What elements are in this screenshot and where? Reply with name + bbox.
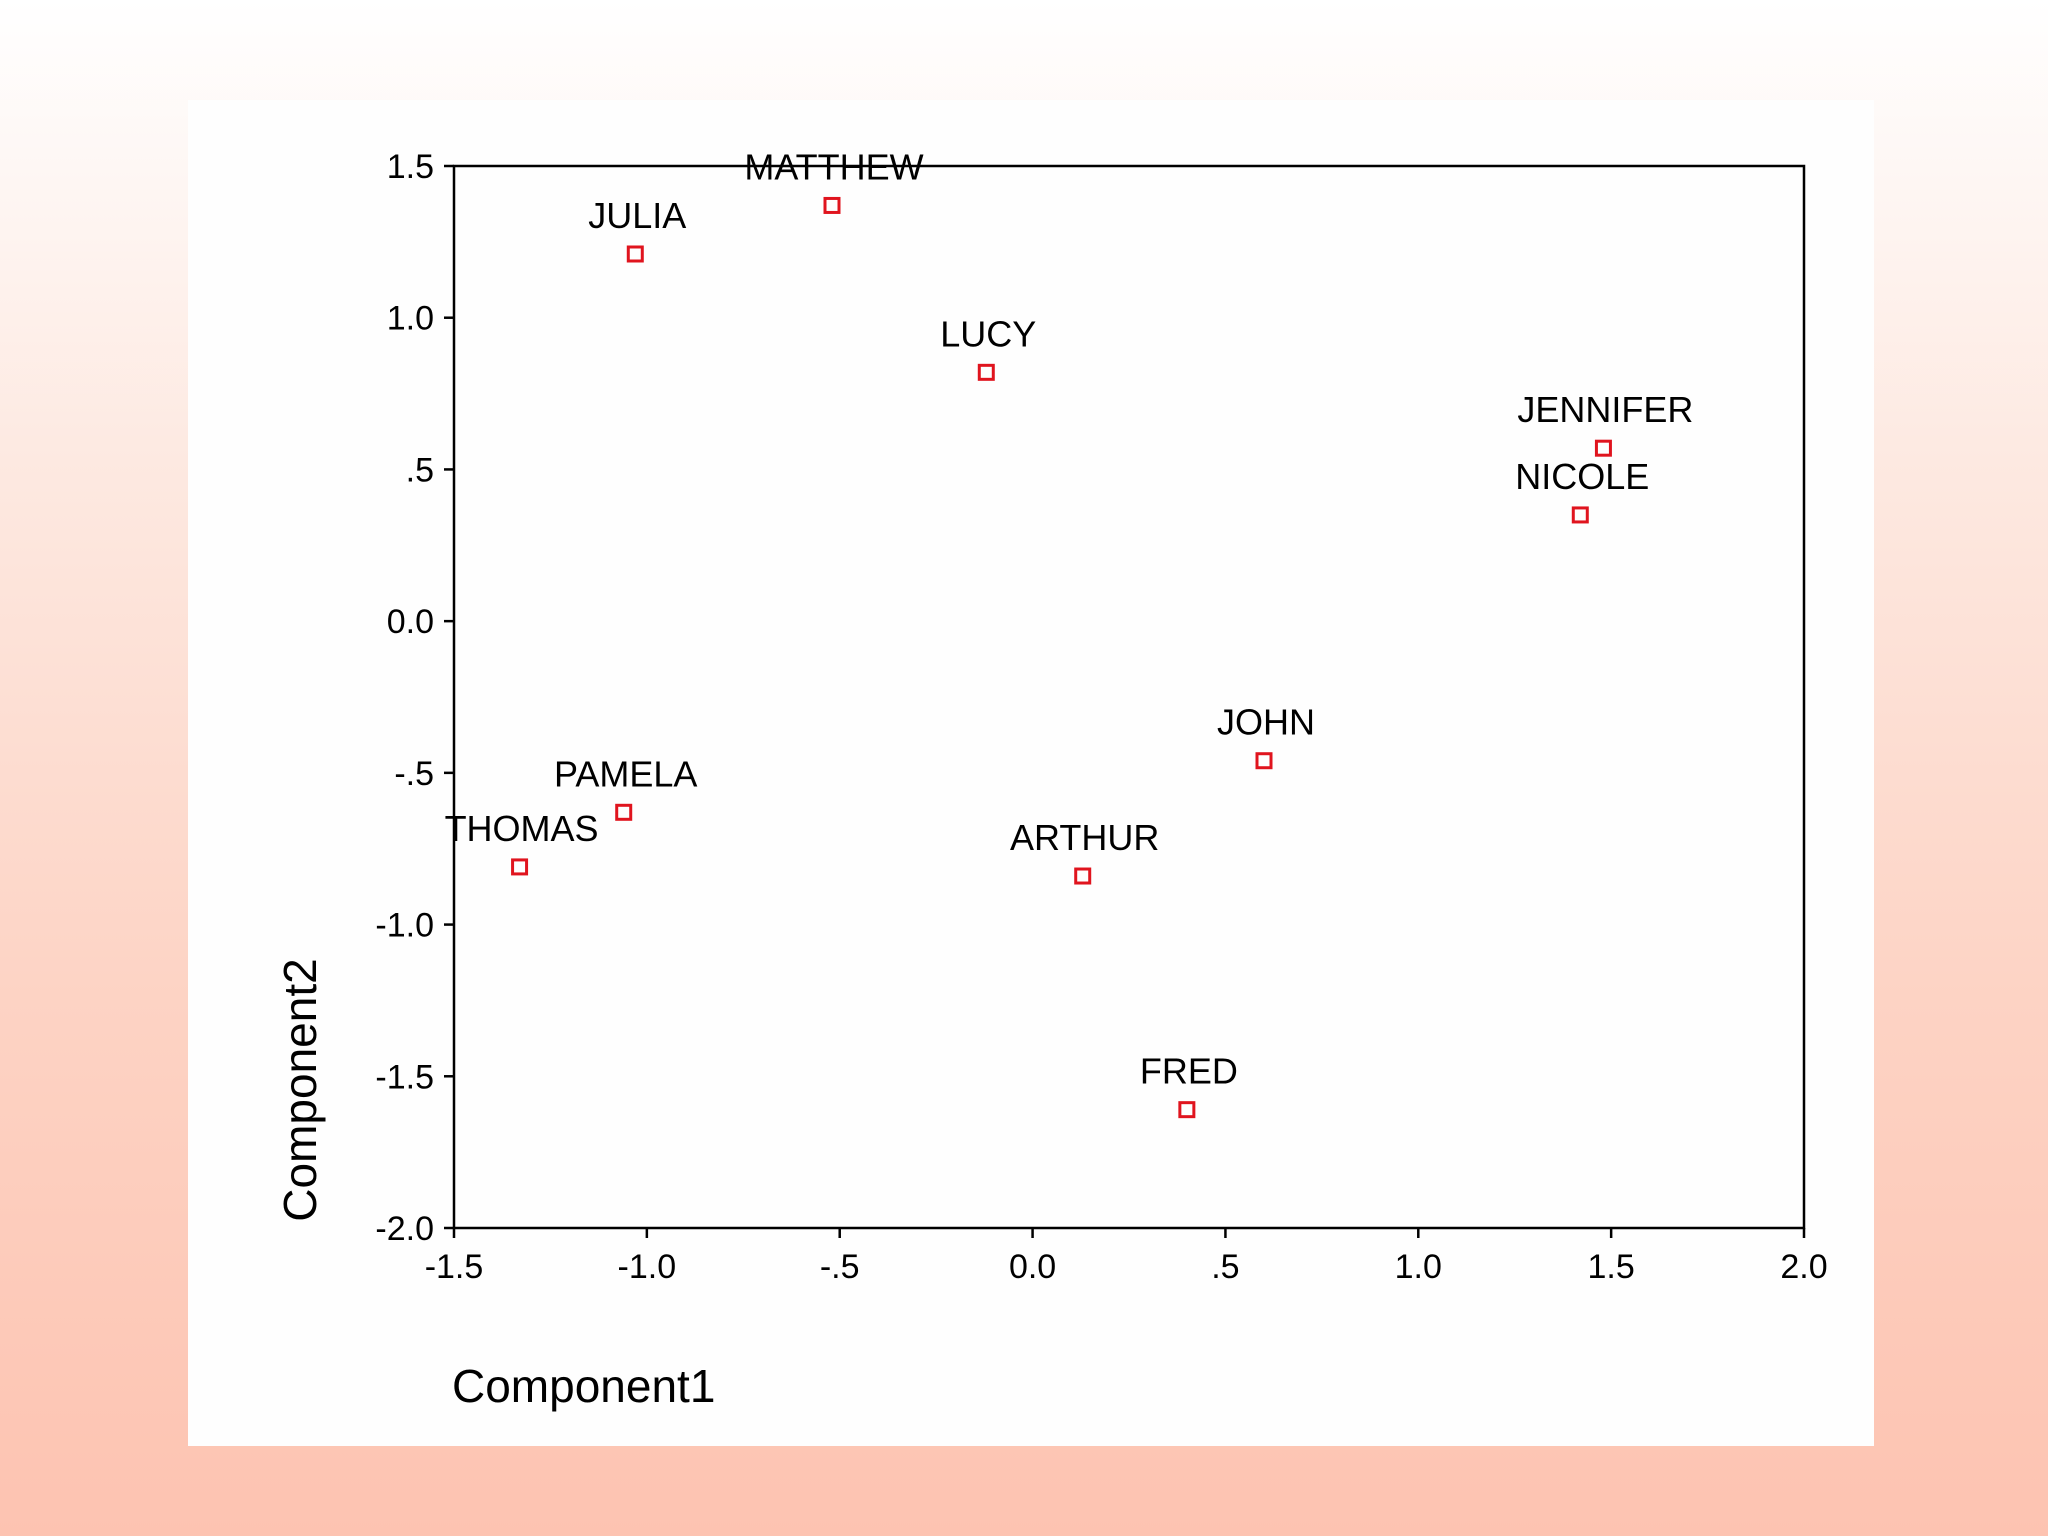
- point-marker: [511, 858, 529, 876]
- point-label: FRED: [1140, 1051, 1238, 1092]
- y-tick-label: 1.0: [387, 300, 434, 338]
- point-marker: [626, 245, 644, 263]
- y-tick-label: .5: [406, 451, 434, 489]
- point-label: JOHN: [1217, 702, 1315, 743]
- x-axis: -1.5 -1.0 -.5 0.0 .5 1.0 1.5 2.0: [425, 1228, 1828, 1286]
- x-tick-label: 0.0: [1009, 1248, 1056, 1286]
- y-axis: 1.5 1.0 .5 0.0 -.5 -1.0 -1.5 -2.0: [375, 148, 454, 1248]
- point-marker: [615, 803, 633, 821]
- x-tick-label: .5: [1211, 1248, 1239, 1286]
- point-marker: [1178, 1101, 1196, 1119]
- x-tick-label: -1.5: [425, 1248, 484, 1286]
- data-points: MATTHEW JULIA LUCY JENNIFER NICOLE JOHN PAMELA…: [445, 146, 1693, 1119]
- y-tick-label: -.5: [394, 755, 434, 793]
- point-marker: [823, 196, 841, 214]
- y-tick-label: -1.5: [375, 1058, 434, 1096]
- x-axis-title: Component1: [452, 1360, 715, 1412]
- point-marker: [1074, 867, 1092, 885]
- x-tick-label: 1.0: [1395, 1248, 1442, 1286]
- scatter-chart: -1.5 -1.0 -.5 0.0 .5 1.0 1.5 2.0 1.5 1.0 .5 0.0 -.5…: [274, 146, 1828, 1412]
- point-label: JULIA: [588, 195, 686, 236]
- plot-frame: [452, 164, 1806, 1230]
- point-label: THOMAS: [445, 808, 599, 849]
- x-tick-label: -.5: [820, 1248, 860, 1286]
- point-marker: [1571, 506, 1589, 524]
- y-tick-label: -2.0: [375, 1210, 434, 1248]
- y-tick-label: 1.5: [387, 148, 434, 186]
- x-tick-label: 2.0: [1780, 1248, 1827, 1286]
- point-label: PAMELA: [554, 753, 697, 794]
- point-label: MATTHEW: [744, 146, 923, 187]
- point-label: ARTHUR: [1010, 817, 1159, 858]
- y-tick-label: -1.0: [375, 907, 434, 945]
- x-tick-label: 1.5: [1588, 1248, 1635, 1286]
- point-marker: [1255, 752, 1273, 770]
- point-marker: [1594, 439, 1612, 457]
- point-label: LUCY: [940, 313, 1036, 354]
- point-label: JENNIFER: [1517, 389, 1693, 430]
- point-label: NICOLE: [1515, 456, 1649, 497]
- point-marker: [977, 363, 995, 381]
- y-tick-label: 0.0: [387, 603, 434, 641]
- chart-panel: -1.5 -1.0 -.5 0.0 .5 1.0 1.5 2.0 1.5 1.0 .5 0.0 -.5…: [188, 100, 1874, 1446]
- y-axis-title: Component2: [274, 958, 326, 1221]
- x-tick-label: -1.0: [618, 1248, 677, 1286]
